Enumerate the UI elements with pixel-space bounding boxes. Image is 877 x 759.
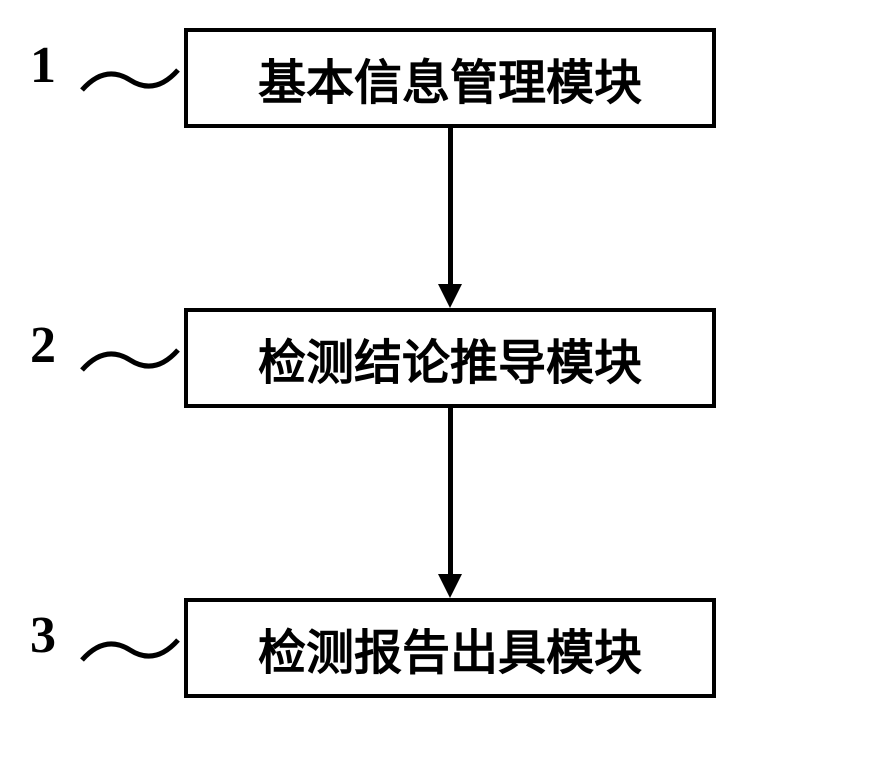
node-number-1: 1 (30, 36, 56, 95)
node-number-3: 3 (30, 606, 56, 665)
node-label-1: 基本信息管理模块 (258, 43, 642, 113)
arrow-head-2-3 (438, 574, 462, 598)
arrow-line-1-2 (448, 128, 453, 286)
squiggle-3 (80, 632, 180, 672)
squiggle-1 (80, 62, 180, 102)
node-box-3: 检测报告出具模块 (184, 598, 716, 698)
node-box-2: 检测结论推导模块 (184, 308, 716, 408)
node-label-3: 检测报告出具模块 (258, 613, 642, 683)
node-number-2: 2 (30, 316, 56, 375)
node-box-1: 基本信息管理模块 (184, 28, 716, 128)
node-label-2: 检测结论推导模块 (258, 323, 642, 393)
squiggle-2 (80, 342, 180, 382)
arrow-head-1-2 (438, 284, 462, 308)
arrow-line-2-3 (448, 408, 453, 576)
